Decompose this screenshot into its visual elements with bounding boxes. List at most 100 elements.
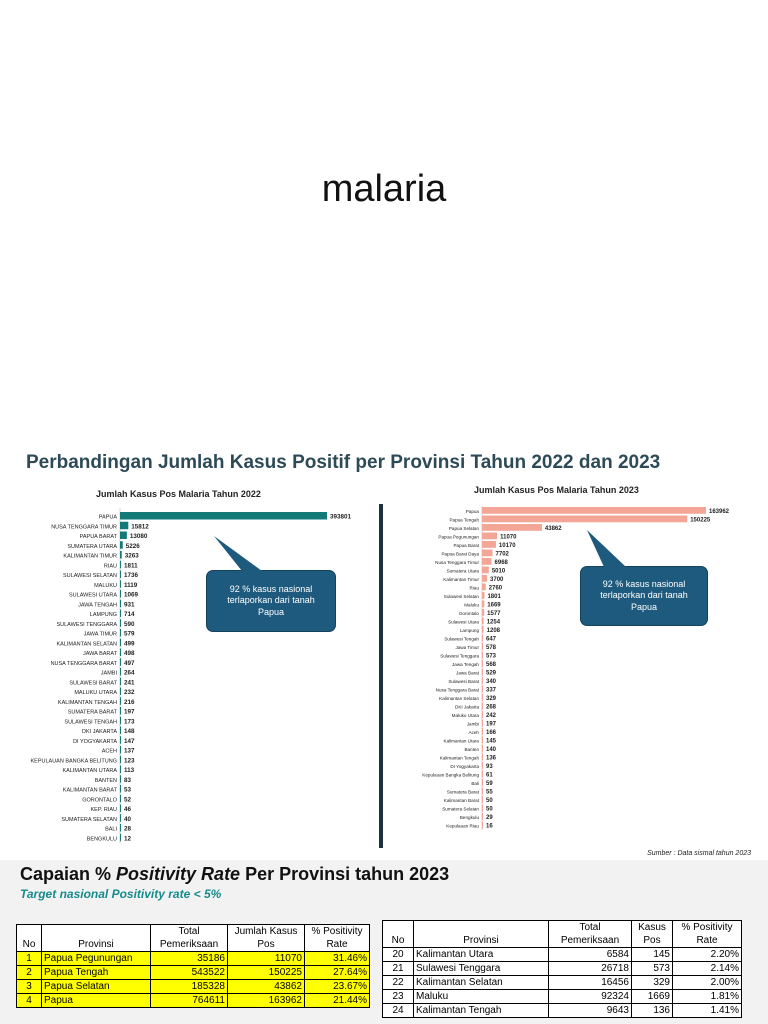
bar-kalimantan-tengah: [482, 753, 483, 761]
bar-jawa-timur: [482, 643, 483, 650]
bar-maluku-utara: [120, 687, 121, 695]
cell-provinsi: Kalimantan Tengah: [413, 1003, 549, 1018]
category-label-kepulauan-riau: Kepulauan Riau: [446, 824, 479, 829]
category-label-gorontalo: GORONTALO: [82, 797, 117, 803]
cell-provinsi: Kalimantan Utara: [413, 947, 549, 962]
cell-total: 92324: [548, 989, 632, 1004]
cell-provinsi: Papua Pegunungan: [41, 951, 151, 966]
category-label-riau: Riau: [470, 586, 480, 591]
bar-sulawesi-selatan: [482, 592, 485, 599]
category-label-gorontalo: Gorontalo: [459, 611, 480, 616]
bar-sumatera-barat: [120, 707, 121, 715]
value-label-banten: 140: [486, 747, 497, 753]
bar-sulawesi-tenggara: [120, 619, 121, 627]
cell-provinsi: Papua: [41, 993, 151, 1008]
bar-sumatera-barat: [482, 787, 483, 795]
positivity-subtitle: Target nasional Positivity rate < 5%: [20, 887, 222, 901]
bar-gorontalo: [120, 794, 121, 803]
value-label-bali: 59: [486, 781, 493, 787]
bar-di-yogyakarta: [482, 762, 483, 769]
bar-kalimantan-timur: [120, 551, 122, 559]
category-label-kalimantan-barat: KALIMANTAN BARAT: [63, 788, 118, 794]
header-kasus: Jumlah Kasus Pos: [227, 924, 305, 952]
cell-rate: 1.81%: [672, 989, 742, 1004]
value-label-riau: 1811: [124, 562, 138, 569]
bar-kep-riau: [120, 804, 121, 812]
bar-sulawesi-barat: [482, 677, 483, 684]
bar-sumatera-utara: [482, 566, 489, 574]
cell-rate: 21.44%: [304, 993, 370, 1008]
cell-kasus: 150225: [227, 965, 305, 980]
comparison-title: Perbandingan Jumlah Kasus Positif per Pr…: [26, 452, 661, 473]
category-label-papua: PAPUA: [99, 515, 118, 521]
bar-aceh: [482, 728, 483, 735]
category-label-nusa-tenggara-barat: Nusa Tenggara Barat: [436, 688, 480, 693]
cell-no: 23: [382, 989, 414, 1004]
bar-bengkulu: [482, 813, 483, 820]
bar-sulawesi-utara: [120, 590, 121, 598]
bar-lampung: [120, 609, 121, 617]
category-label-bengkulu: BENGKULU: [87, 836, 117, 842]
bar-sumatera-selatan: [482, 804, 483, 812]
bar-sumatera-utara: [120, 541, 123, 549]
bar-sumatera-selatan: [120, 814, 121, 822]
category-label-banten: BANTEN: [95, 778, 117, 784]
category-label-sulawesi-tengah: Sulawesi Tengah: [444, 637, 479, 642]
value-label-jawa-timur: 579: [124, 631, 135, 638]
value-label-bengkulu: 29: [486, 815, 493, 821]
cell-no: 1: [16, 951, 42, 966]
table-header-row: No Provinsi Total Pemeriksaan Jumlah Kas…: [16, 924, 370, 952]
category-label-nusa-tenggara-timur: Nusa Tenggara Timur: [435, 560, 479, 565]
cell-rate: 2.20%: [672, 947, 742, 962]
header-provinsi: Provinsi: [41, 924, 151, 952]
category-label-bengkulu: Bengkulu: [460, 815, 480, 820]
bar-riau: [482, 583, 486, 591]
bar-banten: [120, 775, 121, 783]
bar-nusa-tenggara-timur: [482, 558, 492, 565]
bar-bali: [120, 824, 121, 832]
cell-no: 4: [16, 993, 42, 1008]
bar-dki-jakarta: [482, 702, 483, 710]
bar-kalimantan-tengah: [120, 697, 121, 705]
bar-papua-selatan: [482, 524, 542, 531]
bar-gorontalo: [482, 609, 485, 616]
cell-provinsi: Kalimantan Selatan: [413, 975, 549, 990]
category-label-sumatera-utara: SUMATERA UTARA: [67, 544, 117, 550]
category-label-bali: BALI: [105, 827, 117, 833]
cell-no: 24: [382, 1003, 414, 1018]
value-label-sumatera-utara: 5010: [492, 569, 506, 575]
category-label-kep-riau: KEP. RIAU: [91, 807, 118, 813]
value-label-kalimantan-utara: 113: [124, 767, 135, 774]
header-total: Total Pemeriksaan: [150, 924, 228, 952]
cell-kasus: 329: [631, 975, 673, 990]
source-note: Sumber : Data sismal tahun 2023: [647, 850, 751, 857]
table-row: 1 Papua Pegunungan 35186 11070 31.46%: [16, 951, 370, 966]
cell-no: 22: [382, 975, 414, 990]
category-label-jawa-timur: Jawa Timur: [456, 645, 480, 650]
value-label-dki-jakarta: 148: [124, 728, 135, 735]
table-row: 21 Sulawesi Tenggara 26718 573 2.14%: [382, 961, 742, 976]
bar-sulawesi-utara: [482, 617, 484, 625]
category-label-bali: Bali: [471, 781, 479, 786]
bar-papua-barat-daya: [482, 549, 493, 557]
value-label-papua-pegunungan: 11070: [500, 535, 517, 541]
value-label-jambi: 197: [486, 722, 497, 728]
header-total: Total Pemeriksaan: [548, 920, 632, 948]
category-label-lampung: LAMPUNG: [90, 612, 117, 618]
category-label-aceh: Aceh: [469, 730, 480, 735]
value-label-di-yogyakarta: 93: [486, 764, 493, 770]
value-label-sulawesi-tenggara: 573: [486, 654, 497, 660]
category-label-sulawesi-utara: Sulawesi Utara: [448, 620, 479, 625]
value-label-bengkulu: 12: [124, 835, 132, 842]
bar-jawa-tengah: [482, 660, 483, 667]
cell-rate: 2.00%: [672, 975, 742, 990]
value-label-jawa-barat: 529: [486, 671, 497, 677]
positivity-title-pre: Capaian %: [20, 864, 117, 884]
category-label-kalimantan-timur: KALIMANTAN TIMUR: [63, 554, 117, 560]
bar-nusa-tenggara-timur: [120, 521, 129, 530]
cell-kasus: 1669: [631, 989, 673, 1004]
value-label-sulawesi-utara: 1069: [124, 592, 139, 599]
value-label-nusa-tenggara-timur: 15812: [131, 523, 149, 530]
value-label-jawa-tengah: 931: [124, 601, 135, 608]
bar-nusa-tenggara-barat: [482, 685, 483, 693]
